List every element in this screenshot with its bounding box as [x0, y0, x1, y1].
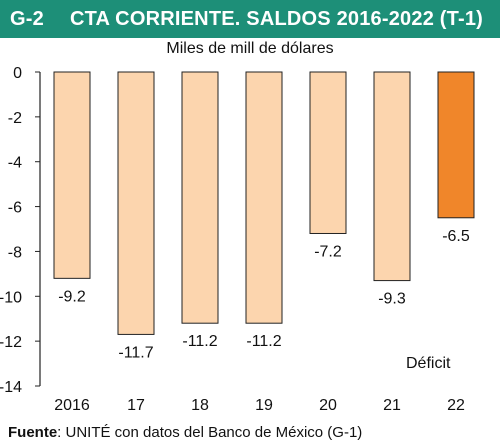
y-tick-label: -14 — [0, 379, 22, 396]
bar — [245, 71, 283, 324]
chart-code: G-2 — [10, 7, 44, 30]
chart-title: CTA CORRIENTE. SALDOS 2016-2022 (T-1) — [69, 7, 483, 30]
x-tick-label: 21 — [383, 397, 401, 414]
bar — [181, 71, 219, 324]
y-tick-label: -4 — [8, 155, 22, 172]
source-note: Fuente: UNITÉ con datos del Banco de Méx… — [8, 424, 362, 441]
bar-value-label: -9.3 — [378, 291, 406, 308]
source-text: : UNITÉ con datos del Banco de México (G… — [57, 424, 363, 441]
y-tick-label: -6 — [8, 200, 22, 217]
x-tick-label: 20 — [319, 397, 337, 414]
x-tick-label: 17 — [127, 397, 145, 414]
x-tick-label: 22 — [447, 397, 465, 414]
bar — [373, 71, 411, 282]
source-label: Fuente — [8, 424, 58, 441]
bar — [309, 71, 347, 234]
unit-label: Miles de mill de dólares — [166, 40, 334, 57]
y-tick-label: -10 — [0, 289, 22, 306]
y-tick-label: 0 — [13, 65, 22, 82]
y-tick-label: -2 — [8, 110, 22, 127]
bar-value-label: -11.7 — [118, 344, 153, 361]
y-tick-label: -12 — [0, 334, 22, 351]
deficit-annotation: Déficit — [406, 355, 451, 372]
x-tick-label: 2016 — [54, 397, 90, 414]
bar — [437, 71, 475, 219]
bar — [53, 71, 91, 279]
bar-value-label: -7.2 — [314, 243, 342, 260]
x-tick-label: 18 — [191, 397, 209, 414]
bar — [117, 71, 155, 335]
bar-value-label: -11.2 — [182, 333, 217, 350]
x-tick-label: 19 — [255, 397, 273, 414]
chart-title-bar: G-2 CTA CORRIENTE. SALDOS 2016-2022 (T-1… — [0, 0, 500, 38]
y-tick-label: -8 — [8, 244, 22, 261]
bar-value-label: -11.2 — [246, 333, 281, 350]
bar-value-label: -9.2 — [58, 288, 86, 305]
bar-value-label: -6.5 — [442, 228, 470, 245]
